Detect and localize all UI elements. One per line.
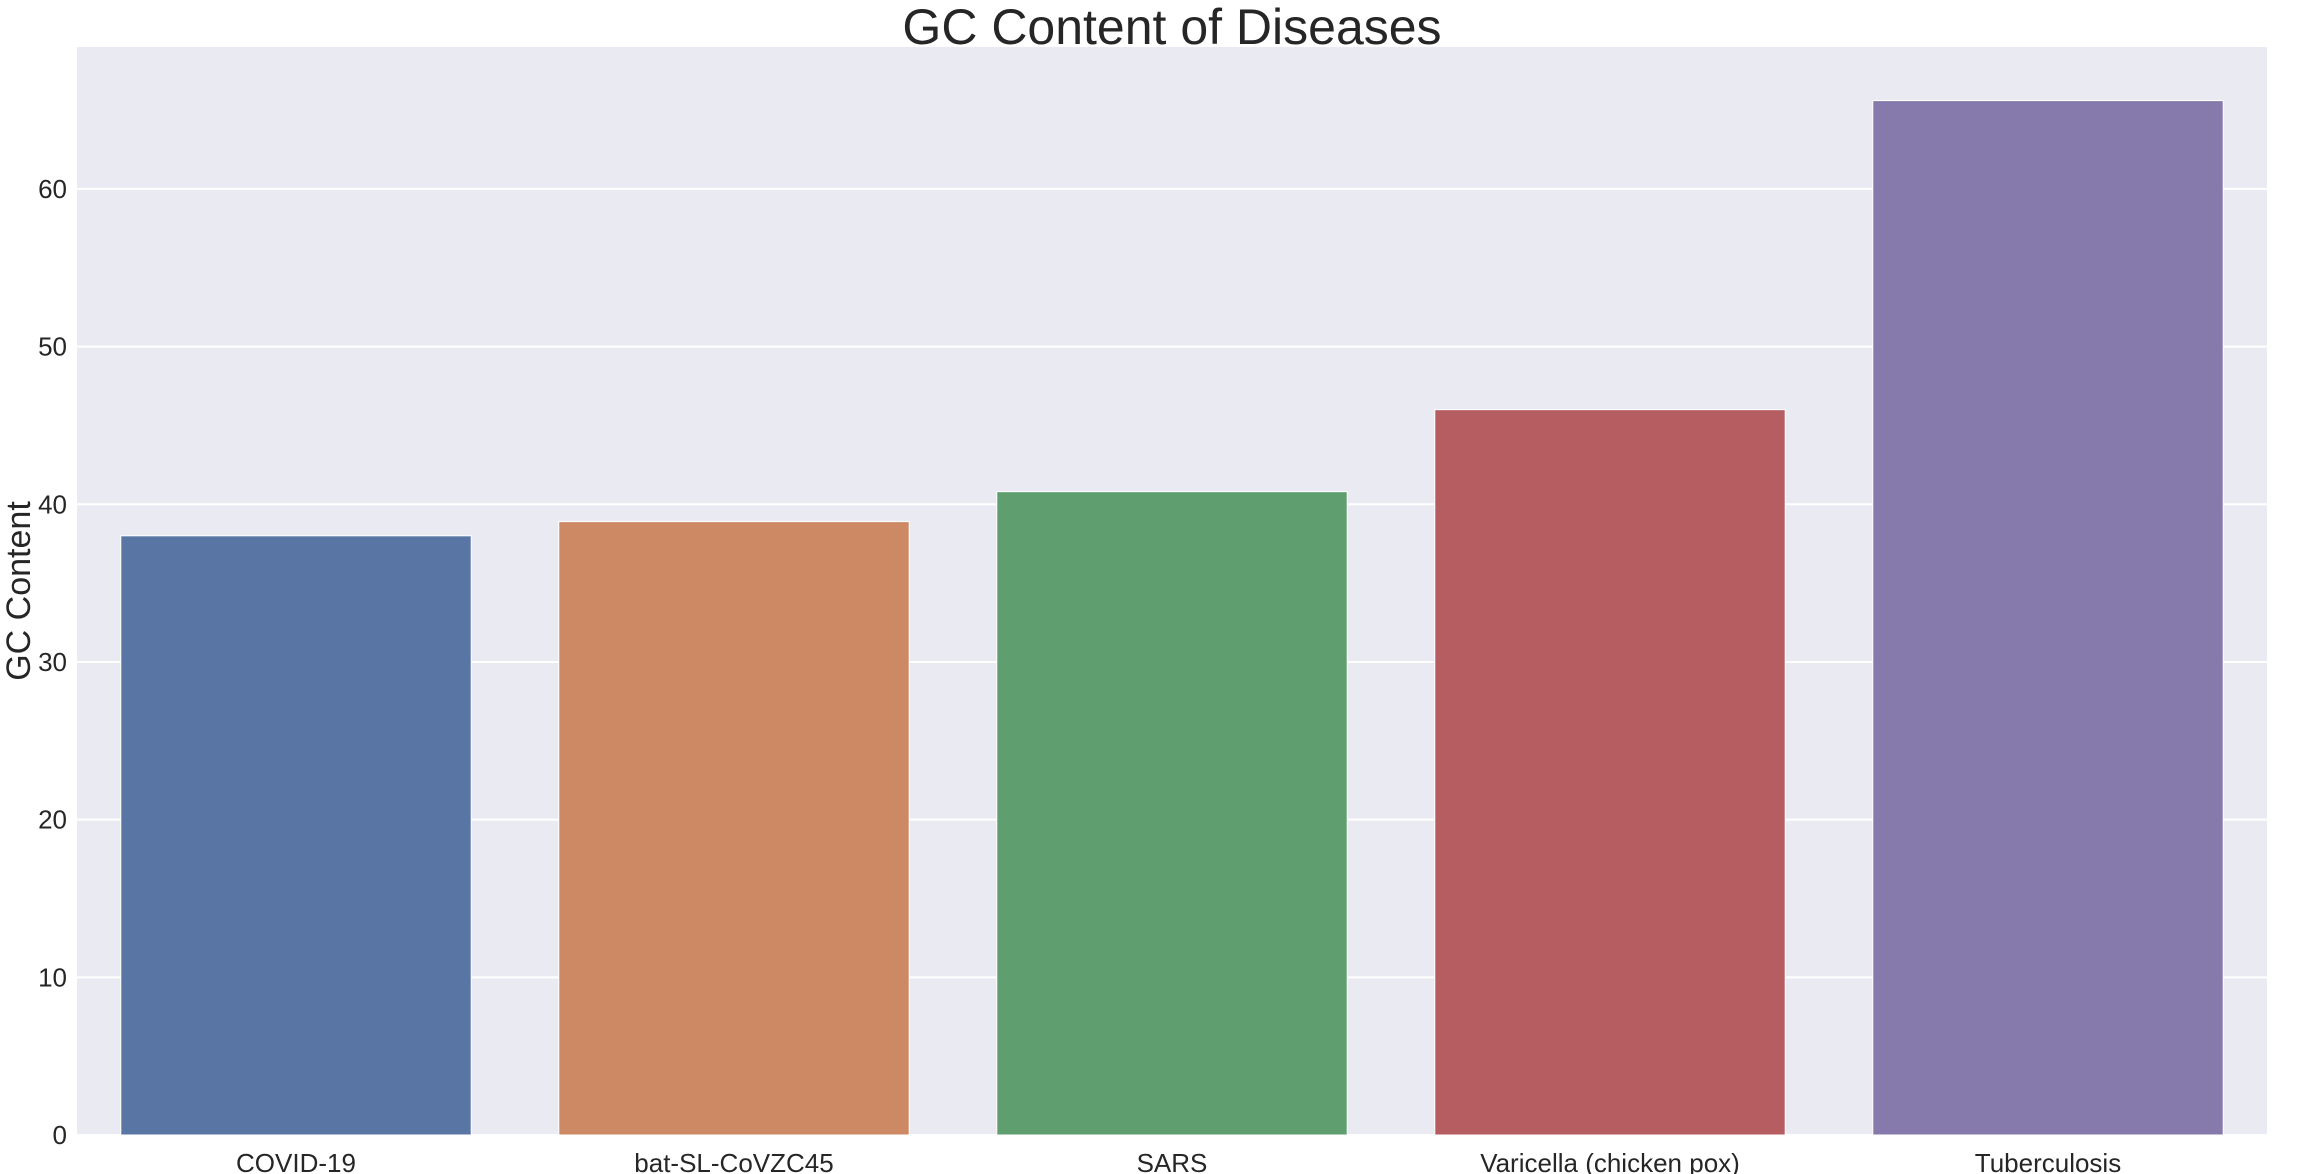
y-axis-label: GC Content: [0, 501, 38, 681]
y-tick-label: 30: [38, 647, 67, 677]
x-axis-ticks: COVID-19 bat-SL-CoVZC45 SARS Varicella (chi…: [236, 1148, 2121, 1174]
bar: [1434, 409, 1786, 1136]
bar: [996, 491, 1348, 1136]
chart-title: GC Content of Diseases: [902, 0, 1441, 55]
y-tick-label: 10: [38, 962, 67, 992]
x-tick-label: Tuberculosis: [1975, 1148, 2121, 1174]
x-tick-label: bat-SL-CoVZC45: [634, 1148, 833, 1174]
x-tick-label: Varicella (chicken pox): [1480, 1148, 1740, 1174]
y-tick-label: 20: [38, 805, 67, 835]
x-tick-label: COVID-19: [236, 1148, 356, 1174]
x-tick-label: SARS: [1137, 1148, 1208, 1174]
bar: [120, 535, 472, 1136]
bar: [558, 521, 910, 1136]
y-tick-label: 60: [38, 174, 67, 204]
y-tick-label: 50: [38, 332, 67, 362]
bars: [120, 100, 2224, 1136]
y-tick-label: 0: [53, 1120, 67, 1150]
bar: [1872, 100, 2224, 1136]
y-tick-label: 40: [38, 489, 67, 519]
y-axis-ticks: 0 10 20 30 40 50 60: [38, 174, 67, 1150]
